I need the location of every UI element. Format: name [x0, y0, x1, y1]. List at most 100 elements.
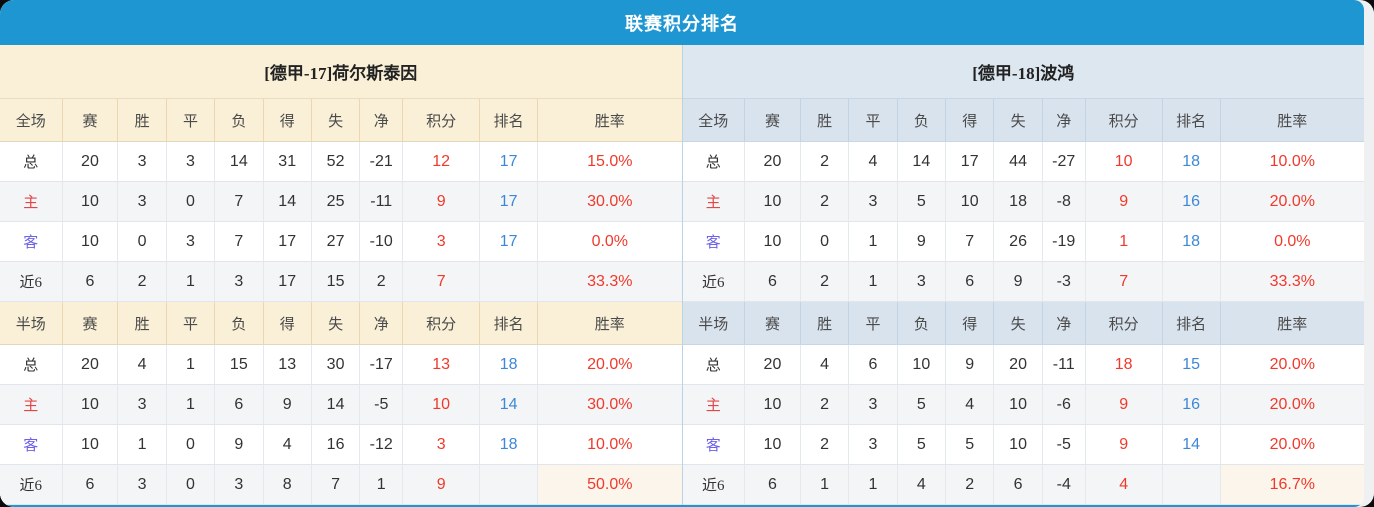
stat-header: 失	[311, 302, 361, 345]
stat-cell: -11	[359, 181, 404, 222]
row-label: 总	[682, 141, 746, 182]
stat-header: 赛	[62, 99, 119, 142]
stat-cell: 6	[993, 464, 1043, 505]
stat-cell: -17	[359, 344, 404, 385]
win-rate-cell: 30.0%	[537, 384, 682, 425]
stat-cell: 4	[117, 344, 167, 385]
widget-title: 联赛积分排名	[625, 13, 739, 34]
row-label: 客	[0, 221, 63, 262]
stat-cell: 16	[311, 424, 361, 465]
points-cell: 18	[1085, 344, 1163, 385]
stat-header: 胜率	[1220, 99, 1364, 142]
column-header-row: 半场赛胜平负得失净积分 排名 胜率	[682, 302, 1364, 345]
stat-header: 平	[848, 99, 898, 142]
stat-cell: -3	[1042, 261, 1086, 302]
column-header-row: 全场赛胜平负得失净积分 排名 胜率	[682, 99, 1364, 142]
stat-header: 负	[897, 302, 947, 345]
away-team-name: [德甲-18]波鸿	[972, 64, 1075, 83]
away-full-match-table: 全场赛胜平负得失净积分 排名 胜率总 20 2 4 14 17 44 -27 10 18 10.0% 主 1…	[682, 99, 1364, 302]
row-label: 近6	[682, 464, 746, 505]
table-row-recent: 近6 6 2 1 3 6 9 -3 7 33.3%	[682, 261, 1364, 302]
row-label: 主	[682, 181, 746, 222]
table-row-recent: 近6 6 3 0 3 8 7 1 9 50.0%	[0, 464, 682, 505]
stat-cell: 3	[117, 181, 167, 222]
stat-cell: 6	[62, 261, 119, 302]
stat-header: 平	[848, 302, 898, 345]
win-rate-cell: 33.3%	[537, 261, 682, 302]
stat-cell: -27	[1042, 141, 1086, 182]
stat-cell: 0	[166, 424, 216, 465]
stat-cell: 4	[945, 384, 995, 425]
stat-header: 排名	[479, 99, 539, 142]
stat-cell: 3	[117, 384, 167, 425]
stat-cell: 20	[744, 141, 801, 182]
stat-cell: 3	[848, 384, 898, 425]
win-rate-cell: 10.0%	[537, 424, 682, 465]
stat-cell: 31	[263, 141, 312, 182]
win-rate-cell: 50.0%	[537, 464, 682, 505]
stat-header: 积分	[402, 302, 481, 345]
stat-cell: 7	[945, 221, 995, 262]
win-rate-cell: 30.0%	[537, 181, 682, 222]
stat-cell: 10	[993, 384, 1043, 425]
stat-cell: 6	[214, 384, 264, 425]
stat-cell: 15	[214, 344, 264, 385]
win-rate-cell: 0.0%	[1220, 221, 1364, 262]
win-rate-cell: 10.0%	[1220, 141, 1364, 182]
stat-cell: 9	[993, 261, 1043, 302]
stat-header: 得	[263, 302, 312, 345]
stat-header: 负	[897, 99, 947, 142]
panel-home-team: [德甲-17]荷尔斯泰因 全场赛胜平负得失净积分 排名 胜率总 20 3 3 14 31 52-…	[0, 45, 683, 505]
rank-cell: 18	[479, 344, 539, 385]
stat-cell: -6	[1042, 384, 1086, 425]
rank-cell: 18	[1162, 141, 1221, 182]
stat-cell: 0	[117, 221, 167, 262]
table-row-away: 客 10 2 3 5 5 10 -5 9 14 20.0%	[682, 424, 1364, 465]
stat-header: 胜率	[537, 302, 682, 345]
stat-header: 净	[359, 302, 404, 345]
points-cell: 10	[402, 384, 481, 425]
stat-cell: 27	[311, 221, 361, 262]
stat-cell: 9	[263, 384, 312, 425]
stat-cell: 2	[945, 464, 995, 505]
stat-cell: -12	[359, 424, 404, 465]
stat-cell: 20	[744, 344, 801, 385]
scope-header: 全场	[682, 99, 746, 142]
stat-cell: 10	[897, 344, 947, 385]
stat-cell: 3	[214, 261, 264, 302]
stat-cell: 4	[848, 141, 898, 182]
win-rate-cell: 20.0%	[1220, 181, 1364, 222]
points-cell: 7	[1085, 261, 1163, 302]
stat-header: 胜	[800, 99, 850, 142]
stat-cell: 9	[214, 424, 264, 465]
row-label: 主	[682, 384, 746, 425]
stat-cell: 2	[800, 141, 850, 182]
stat-header: 积分	[1085, 99, 1163, 142]
stat-cell: 10	[744, 384, 801, 425]
points-cell: 3	[402, 221, 481, 262]
stat-cell: 3	[897, 261, 947, 302]
stat-cell: 10	[62, 181, 119, 222]
stat-cell: 18	[993, 181, 1043, 222]
points-cell: 9	[402, 464, 481, 505]
stat-header: 得	[263, 99, 312, 142]
stat-cell: 14	[214, 141, 264, 182]
stat-cell: 4	[897, 464, 947, 505]
stat-header: 赛	[744, 99, 801, 142]
stat-cell: 5	[897, 424, 947, 465]
row-label: 总	[682, 344, 746, 385]
stat-cell: 9	[897, 221, 947, 262]
rank-cell: 14	[479, 384, 539, 425]
home-half-match-table: 半场赛胜平负得失净积分 排名 胜率总 20 4 1 15 13 30 -17 13 18 20.0% 主 1…	[0, 302, 682, 505]
rank-cell	[1162, 464, 1221, 505]
win-rate-cell: 20.0%	[1220, 424, 1364, 465]
points-cell: 13	[402, 344, 481, 385]
away-half-match-table: 半场赛胜平负得失净积分 排名 胜率总 20 4 6 10 9 20 -11 18 15 20.0% 主 10…	[682, 302, 1364, 505]
stat-cell: 3	[117, 464, 167, 505]
row-label: 总	[0, 141, 63, 182]
table-row-recent: 近6 6 2 1 3 17 15 2 7 33.3%	[0, 261, 682, 302]
points-cell: 3	[402, 424, 481, 465]
stat-cell: 14	[897, 141, 947, 182]
stat-cell: 5	[897, 181, 947, 222]
